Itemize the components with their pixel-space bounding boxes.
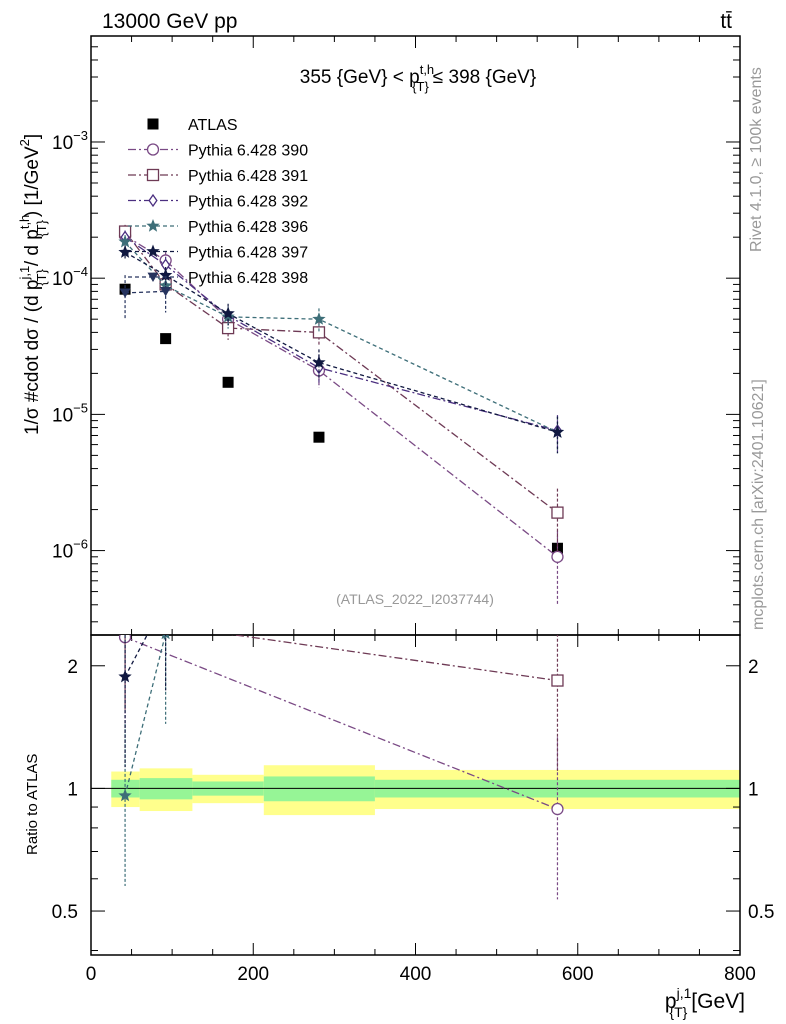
main-y-label: 1/σ #cdot dσ / (d pj,1 {T}/ d pt,h {T}) [1… <box>17 134 49 435</box>
data-point <box>222 376 234 388</box>
axes-ticks: 0 200 400 600 800 10−3 10−4 10−5 10−6 0.5 0.5 1 1 2 2 <box>52 35 774 985</box>
legend-marker <box>146 219 160 232</box>
ratio-point <box>551 674 564 687</box>
legend-label: Pythia 6.428 396 <box>188 219 308 236</box>
rivet-label: Rivet 4.1.0, ≥ 100k events <box>748 67 765 252</box>
data-point <box>118 245 132 258</box>
ratio-point <box>118 788 132 802</box>
series-line <box>125 290 166 294</box>
ratio-uncertainty-bands <box>91 765 740 816</box>
legend-label: Pythia 6.428 398 <box>188 270 308 287</box>
legend: ATLAS Pythia 6.428 390 Pythia 6.428 391 Pyt… <box>128 117 308 287</box>
data-point <box>551 506 564 519</box>
ratio-series-pythia-6.428-391 <box>120 614 564 771</box>
series-pythia-6.428-391 <box>118 224 564 554</box>
ratio-series-pythia-6.428-397 <box>118 593 172 768</box>
main-title: 355 {GeV} < pt,h {T} ≤ 398 {GeV} <box>300 62 536 94</box>
series-line <box>124 236 558 432</box>
data-point <box>159 268 173 281</box>
legend-label: Pythia 6.428 397 <box>188 245 308 262</box>
ratio-line <box>231 635 558 682</box>
data-point <box>118 234 132 248</box>
series-pythia-6.428-390 <box>118 229 564 605</box>
ratio-y-tick-label: 1 <box>67 779 78 800</box>
data-point <box>159 278 173 292</box>
series-pythia-6.428-396 <box>118 234 565 454</box>
x-tick-label: 800 <box>724 964 756 985</box>
data-point <box>160 286 172 297</box>
ratio-y-label: Ratio to ATLAS <box>24 754 41 855</box>
ratio-point <box>161 635 170 640</box>
main-y-tick-label: 10−6 <box>52 537 88 563</box>
analysis-watermark: (ATLAS_2022_I2037744) <box>336 591 494 607</box>
ratio-y-tick-label: 0.5 <box>52 902 78 923</box>
legend-marker <box>147 118 159 130</box>
ratio-y-tick-label: 2 <box>67 657 78 678</box>
ratio-point <box>120 614 131 625</box>
x-tick-label: 0 <box>86 964 97 985</box>
main-y-tick-label: 10−4 <box>52 264 88 290</box>
legend-label: Pythia 6.428 391 <box>188 168 308 185</box>
header-energy: 13000 GeV pp <box>102 10 237 33</box>
mcplots-label: mcplots.cern.ch [arXiv:2401.10621] <box>750 379 767 630</box>
data-point <box>551 550 564 563</box>
series-pythia-6.428-397 <box>118 245 565 454</box>
ratio-y-tick-label-right: 1 <box>748 779 759 800</box>
ratio-series <box>118 593 564 900</box>
legend-marker <box>146 244 160 258</box>
ratio-point <box>159 593 172 606</box>
ratio-series-pythia-6.428-396 <box>118 635 170 887</box>
series-atlas <box>119 283 563 554</box>
legend-marker <box>146 168 160 182</box>
legend-label: Pythia 6.428 390 <box>188 143 308 160</box>
ratio-line <box>124 635 148 678</box>
ratio-point <box>551 802 564 816</box>
ratio-series-pythia-6.428-390 <box>118 635 564 900</box>
main-y-tick-label: 10−3 <box>52 128 88 154</box>
series-line <box>124 231 558 514</box>
x-axis-label: pj,1 {T} [GeV] <box>665 985 745 1020</box>
legend-label: ATLAS <box>188 117 238 134</box>
data-point <box>160 333 172 345</box>
series-pythia-6.428-392 <box>120 230 563 452</box>
legend-marker <box>148 193 158 208</box>
x-tick-label: 200 <box>237 964 269 985</box>
data-point <box>313 431 325 443</box>
main-series <box>118 224 565 605</box>
ratio-point <box>118 669 132 683</box>
header-process: tt̄ <box>720 10 732 33</box>
legend-marker <box>147 272 159 282</box>
series-pythia-6.428-398 <box>119 275 172 319</box>
data-point <box>312 326 326 339</box>
data-point <box>550 425 565 438</box>
ratio-y-tick-label-right: 2 <box>748 657 759 678</box>
ratio-line <box>124 636 558 810</box>
legend-marker <box>146 143 160 156</box>
legend-label: Pythia 6.428 392 <box>188 194 308 211</box>
data-point <box>312 312 326 325</box>
x-tick-label: 400 <box>400 964 432 985</box>
main-y-tick-label: 10−5 <box>52 400 88 426</box>
data-point <box>312 355 326 369</box>
x-tick-label: 600 <box>562 964 594 985</box>
data-point <box>221 306 235 320</box>
ratio-y-tick-label-right: 0.5 <box>748 902 774 923</box>
data-point <box>119 288 131 298</box>
